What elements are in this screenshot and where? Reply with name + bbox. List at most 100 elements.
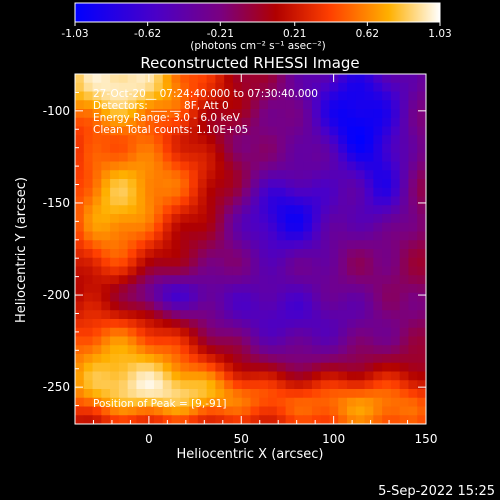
heatmap-cell	[127, 205, 138, 215]
heatmap-cell	[162, 310, 173, 320]
heatmap-cell	[382, 196, 392, 206]
heatmap-cell	[180, 301, 190, 311]
heatmap-cell	[153, 187, 164, 198]
heatmap-cell	[250, 397, 260, 408]
heatmap-cell	[153, 310, 164, 320]
heatmap-cell	[355, 266, 366, 276]
heatmap-cell	[162, 345, 173, 355]
y-tick-label: -150	[43, 196, 70, 210]
heatmap-cell	[338, 406, 348, 416]
heatmap-cell	[382, 240, 392, 250]
heatmap-cell	[83, 415, 94, 424]
heatmap-cell	[329, 74, 339, 84]
heatmap-cell	[110, 319, 120, 329]
heatmap-cell	[417, 126, 426, 136]
heatmap-cell	[180, 100, 190, 110]
heatmap-cell	[250, 292, 260, 303]
heatmap-cell	[259, 415, 269, 424]
heatmap-cell	[382, 135, 392, 145]
heatmap-cell	[320, 82, 331, 93]
heatmap-cell	[224, 301, 234, 311]
heatmap-cell	[224, 170, 234, 180]
heatmap-cell	[171, 336, 181, 346]
heatmap-cell	[232, 336, 243, 346]
heatmap-cell	[285, 170, 295, 180]
heatmap-cell	[329, 354, 339, 364]
heatmap-cell	[364, 240, 374, 250]
heatmap-cell	[215, 380, 225, 390]
heatmap-cell	[338, 310, 348, 320]
heatmap-cell	[241, 354, 252, 364]
heatmap-cell	[127, 266, 138, 276]
heatmap-cell	[347, 161, 357, 171]
heatmap-cell	[110, 345, 120, 355]
heatmap-cell	[197, 135, 208, 145]
heatmap-cell	[303, 196, 313, 206]
heatmap-cell	[294, 187, 304, 198]
heatmap-cell	[250, 310, 260, 320]
heatmap-cell	[215, 91, 225, 101]
heatmap-cell	[127, 196, 138, 206]
heatmap-cell	[136, 327, 146, 338]
heatmap-cell	[206, 135, 217, 145]
heatmap-cell	[162, 82, 173, 93]
heatmap-cell	[75, 109, 85, 119]
heatmap-cell	[364, 284, 374, 294]
heatmap-cell	[382, 144, 392, 154]
heatmap-cell	[189, 354, 199, 364]
heatmap-cell	[162, 362, 173, 373]
heatmap-cell	[92, 319, 102, 329]
heatmap-cell	[303, 354, 313, 364]
heatmap-cell	[232, 135, 243, 145]
heatmap-cell	[268, 301, 278, 311]
heatmap-cell	[118, 91, 129, 101]
heatmap-cell	[390, 91, 401, 101]
heatmap-cell	[136, 380, 146, 390]
heatmap-cell	[408, 144, 418, 154]
heatmap-cell	[294, 389, 304, 399]
heatmap-cell	[110, 170, 120, 180]
heatmap-cell	[268, 152, 278, 163]
heatmap-cell	[338, 266, 348, 276]
heatmap-cell	[241, 415, 252, 424]
heatmap-cell	[259, 354, 269, 364]
heatmap-cell	[224, 117, 234, 128]
heatmap-cell	[118, 354, 129, 364]
heatmap-cell	[338, 354, 348, 364]
heatmap-cell	[355, 82, 366, 93]
heatmap-cell	[382, 371, 392, 381]
heatmap-cell	[355, 222, 366, 233]
heatmap-cell	[320, 205, 331, 215]
heatmap-cell	[268, 126, 278, 136]
heatmap-cell	[171, 205, 181, 215]
heatmap-cell	[180, 406, 190, 416]
heatmap-cell	[373, 275, 383, 285]
heatmap-cell	[338, 415, 348, 424]
heatmap-cell	[232, 152, 243, 163]
heatmap-cell	[118, 345, 129, 355]
heatmap-cell	[153, 389, 164, 399]
heatmap-cell	[153, 406, 164, 416]
heatmap-cell	[171, 170, 181, 180]
heatmap-cell	[101, 82, 111, 93]
heatmap-cell	[197, 231, 208, 241]
heatmap-cell	[285, 275, 295, 285]
heatmap-cell	[92, 117, 102, 128]
heatmap-cell	[136, 266, 146, 276]
heatmap-cell	[329, 415, 339, 424]
heatmap-cell	[232, 345, 243, 355]
heatmap-cell	[417, 214, 426, 224]
heatmap-cell	[180, 240, 190, 250]
heatmap-cell	[390, 266, 401, 276]
heatmap-cell	[153, 266, 164, 276]
heatmap-cell	[118, 135, 129, 145]
heatmap-cell	[153, 82, 164, 93]
heatmap-cell	[92, 371, 102, 381]
heatmap-cell	[92, 222, 102, 233]
heatmap-cell	[206, 214, 217, 224]
heatmap-cell	[373, 187, 383, 198]
heatmap-cell	[311, 222, 322, 233]
heatmap-cell	[250, 144, 260, 154]
heatmap-cell	[83, 371, 94, 381]
heatmap-cell	[171, 275, 181, 285]
